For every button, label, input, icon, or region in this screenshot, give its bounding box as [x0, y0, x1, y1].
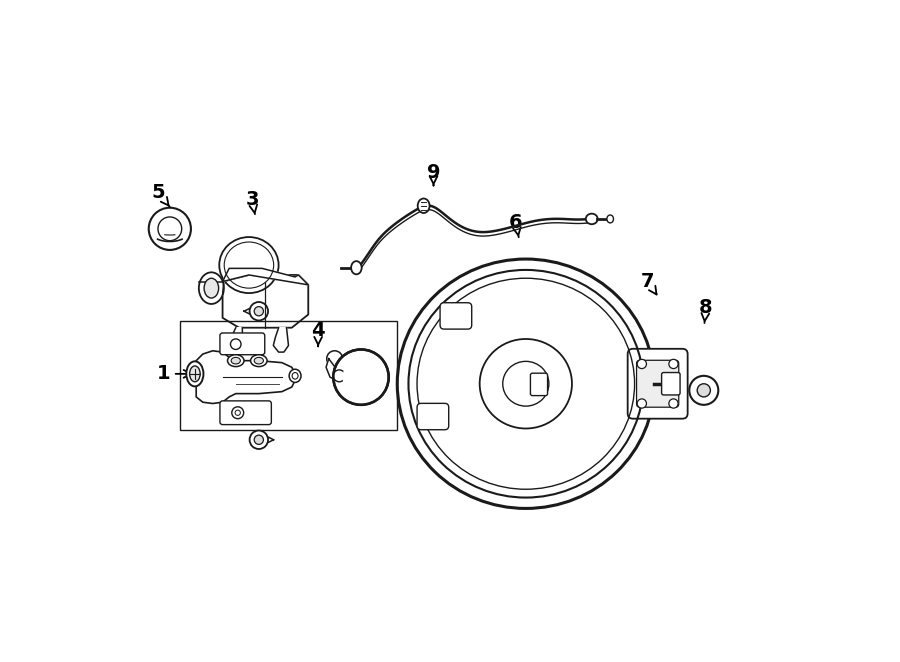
Text: 4: 4: [311, 322, 325, 346]
Text: 3: 3: [246, 189, 259, 214]
FancyBboxPatch shape: [220, 401, 272, 424]
Ellipse shape: [418, 199, 429, 213]
Ellipse shape: [480, 339, 572, 428]
Ellipse shape: [351, 261, 362, 274]
Ellipse shape: [220, 237, 279, 293]
Polygon shape: [228, 328, 242, 352]
Text: 7: 7: [641, 272, 657, 295]
Ellipse shape: [607, 215, 614, 223]
FancyBboxPatch shape: [220, 333, 265, 355]
Circle shape: [343, 359, 380, 396]
Ellipse shape: [199, 272, 224, 304]
Text: 2: 2: [363, 367, 384, 387]
Circle shape: [637, 399, 646, 408]
Circle shape: [254, 435, 264, 444]
FancyBboxPatch shape: [662, 373, 680, 395]
FancyBboxPatch shape: [636, 360, 679, 407]
Ellipse shape: [190, 366, 200, 382]
Ellipse shape: [250, 355, 267, 367]
Ellipse shape: [586, 214, 598, 224]
Circle shape: [254, 307, 264, 316]
Ellipse shape: [254, 357, 264, 364]
Text: 9: 9: [427, 164, 440, 185]
Bar: [180, 321, 397, 430]
Text: 8: 8: [699, 299, 713, 323]
Ellipse shape: [231, 357, 240, 364]
Polygon shape: [196, 351, 295, 404]
Circle shape: [669, 359, 678, 369]
Circle shape: [148, 208, 191, 250]
Circle shape: [333, 370, 346, 382]
Circle shape: [230, 339, 241, 350]
FancyBboxPatch shape: [440, 303, 472, 329]
FancyBboxPatch shape: [530, 373, 547, 396]
Ellipse shape: [186, 361, 203, 387]
Polygon shape: [222, 275, 309, 328]
Polygon shape: [274, 328, 289, 352]
Ellipse shape: [289, 369, 301, 383]
Polygon shape: [199, 281, 224, 295]
Circle shape: [698, 384, 710, 397]
FancyBboxPatch shape: [417, 403, 449, 430]
Circle shape: [249, 430, 268, 449]
Text: 1: 1: [157, 364, 192, 383]
Circle shape: [327, 351, 343, 367]
Polygon shape: [222, 268, 309, 285]
Circle shape: [689, 376, 718, 405]
Text: 5: 5: [152, 183, 170, 207]
Circle shape: [158, 217, 182, 241]
Circle shape: [669, 399, 678, 408]
Text: 6: 6: [509, 213, 523, 237]
Circle shape: [637, 359, 646, 369]
Ellipse shape: [397, 259, 654, 508]
Polygon shape: [326, 359, 347, 381]
Circle shape: [333, 350, 389, 405]
Circle shape: [232, 407, 244, 418]
Circle shape: [249, 302, 268, 320]
FancyBboxPatch shape: [627, 349, 688, 418]
Ellipse shape: [204, 278, 219, 298]
Ellipse shape: [228, 355, 244, 367]
